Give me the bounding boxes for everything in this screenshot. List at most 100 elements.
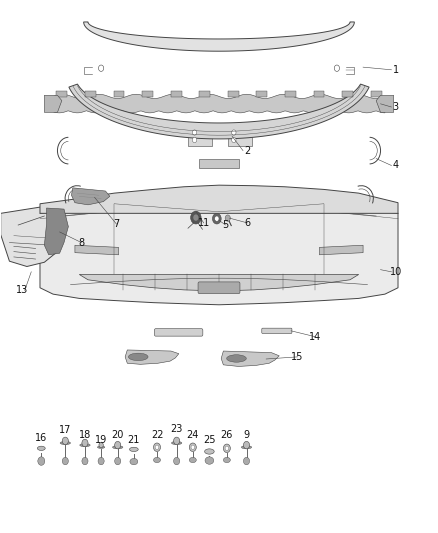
- FancyBboxPatch shape: [256, 91, 267, 98]
- Text: 23: 23: [170, 424, 183, 434]
- Circle shape: [232, 138, 236, 143]
- Ellipse shape: [97, 446, 105, 448]
- Polygon shape: [40, 185, 398, 213]
- Polygon shape: [1, 206, 62, 266]
- Circle shape: [225, 446, 229, 450]
- FancyBboxPatch shape: [142, 91, 153, 98]
- Circle shape: [62, 457, 68, 465]
- FancyBboxPatch shape: [228, 91, 239, 98]
- Ellipse shape: [60, 441, 71, 445]
- Polygon shape: [84, 22, 354, 51]
- FancyBboxPatch shape: [285, 91, 296, 98]
- Ellipse shape: [128, 353, 148, 361]
- FancyBboxPatch shape: [171, 91, 182, 98]
- Ellipse shape: [241, 446, 252, 449]
- Ellipse shape: [37, 446, 45, 450]
- FancyBboxPatch shape: [113, 91, 124, 98]
- Circle shape: [98, 457, 104, 465]
- Text: 15: 15: [291, 352, 304, 362]
- Circle shape: [155, 445, 159, 449]
- Circle shape: [244, 441, 250, 449]
- Ellipse shape: [226, 355, 246, 362]
- Text: 9: 9: [244, 430, 250, 440]
- Polygon shape: [69, 84, 369, 139]
- Polygon shape: [71, 188, 110, 205]
- Ellipse shape: [113, 446, 123, 449]
- FancyBboxPatch shape: [198, 282, 240, 294]
- Ellipse shape: [80, 443, 90, 447]
- Polygon shape: [79, 274, 359, 291]
- Text: 25: 25: [203, 435, 215, 446]
- Circle shape: [38, 457, 45, 465]
- Text: 14: 14: [309, 332, 321, 342]
- FancyBboxPatch shape: [371, 91, 381, 98]
- Circle shape: [115, 441, 121, 449]
- FancyBboxPatch shape: [262, 328, 292, 334]
- Polygon shape: [40, 201, 398, 305]
- Ellipse shape: [130, 458, 138, 465]
- Text: 22: 22: [151, 430, 163, 440]
- Polygon shape: [221, 351, 279, 367]
- Circle shape: [191, 211, 201, 224]
- FancyBboxPatch shape: [188, 125, 212, 147]
- Text: 5: 5: [223, 220, 229, 230]
- FancyBboxPatch shape: [228, 125, 252, 147]
- Text: 16: 16: [35, 433, 47, 443]
- Text: 8: 8: [78, 238, 85, 247]
- Polygon shape: [53, 94, 385, 113]
- Circle shape: [225, 215, 230, 221]
- Circle shape: [223, 444, 230, 453]
- FancyBboxPatch shape: [57, 91, 67, 98]
- Text: 13: 13: [16, 286, 28, 295]
- Ellipse shape: [171, 441, 182, 445]
- Circle shape: [82, 457, 88, 465]
- FancyBboxPatch shape: [199, 159, 239, 168]
- Circle shape: [173, 457, 180, 465]
- Text: 1: 1: [393, 65, 399, 75]
- Circle shape: [82, 439, 88, 447]
- Polygon shape: [125, 350, 179, 365]
- Text: 26: 26: [221, 430, 233, 440]
- Circle shape: [62, 437, 68, 445]
- Polygon shape: [44, 208, 68, 255]
- Circle shape: [334, 65, 339, 71]
- Text: 18: 18: [79, 430, 91, 440]
- Text: 6: 6: [244, 218, 251, 228]
- FancyBboxPatch shape: [314, 91, 325, 98]
- Circle shape: [192, 138, 197, 143]
- Text: 3: 3: [393, 102, 399, 112]
- FancyBboxPatch shape: [199, 91, 210, 98]
- Circle shape: [244, 457, 250, 465]
- Polygon shape: [376, 95, 394, 112]
- Ellipse shape: [223, 457, 230, 463]
- Text: 24: 24: [187, 430, 199, 440]
- Polygon shape: [319, 245, 363, 255]
- FancyBboxPatch shape: [154, 329, 203, 336]
- FancyBboxPatch shape: [85, 91, 96, 98]
- Ellipse shape: [153, 457, 160, 463]
- Circle shape: [212, 213, 221, 224]
- Circle shape: [191, 445, 194, 449]
- Text: 20: 20: [112, 430, 124, 440]
- Circle shape: [115, 457, 121, 465]
- Circle shape: [153, 443, 160, 451]
- Text: 7: 7: [113, 219, 120, 229]
- Text: 19: 19: [95, 435, 107, 446]
- Circle shape: [232, 130, 236, 135]
- Ellipse shape: [130, 447, 138, 451]
- Ellipse shape: [189, 457, 196, 463]
- Ellipse shape: [205, 457, 214, 464]
- Polygon shape: [44, 95, 62, 112]
- Circle shape: [215, 216, 219, 221]
- Circle shape: [189, 443, 196, 451]
- Circle shape: [192, 130, 197, 135]
- Text: 21: 21: [127, 435, 140, 446]
- Text: 2: 2: [244, 146, 251, 156]
- Circle shape: [99, 442, 103, 448]
- Circle shape: [99, 65, 104, 71]
- Circle shape: [193, 214, 198, 221]
- FancyBboxPatch shape: [342, 91, 353, 98]
- Polygon shape: [75, 245, 119, 255]
- Text: 11: 11: [198, 218, 210, 228]
- Text: 17: 17: [59, 425, 71, 435]
